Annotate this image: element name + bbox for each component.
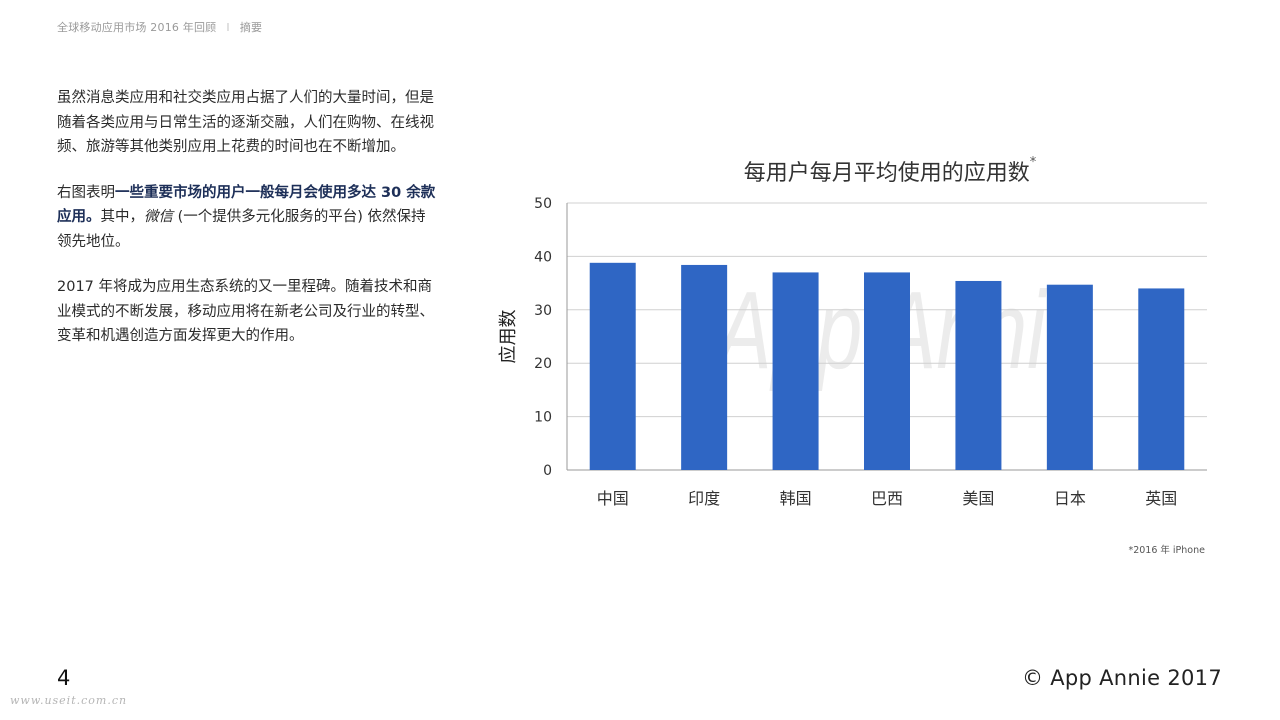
y-tick-label: 20 xyxy=(534,356,552,372)
report-title: 全球移动应用市场 2016 年回顾 xyxy=(57,21,217,34)
x-tick-label: 韩国 xyxy=(780,489,812,508)
header-separator: I xyxy=(226,21,230,34)
site-watermark: www.useit.com.cn xyxy=(10,694,128,707)
paragraph-3: 2017 年将成为应用生态系统的又一里程碑。随着技术和商业模式的不断发展，移动应… xyxy=(57,279,434,344)
y-tick-label: 40 xyxy=(534,249,552,265)
summary-text: 虽然消息类应用和社交类应用占据了人们的大量时间，但是随着各类应用与日常生活的逐渐… xyxy=(57,86,439,370)
chart-title-text: 每用户每月平均使用的应用数 xyxy=(743,161,1030,186)
p2-mid: 其中， xyxy=(100,209,145,225)
wechat-name: 微信 xyxy=(144,209,173,225)
bar xyxy=(1046,284,1093,470)
chart-title-marker: * xyxy=(1029,155,1037,170)
p2-prefix: 右图表明 xyxy=(57,184,115,201)
paragraph-2: 右图表明一些重要市场的用户一般每月会使用多达 30 余款应用。其中，微信 (一个… xyxy=(57,181,439,255)
page-number: 4 xyxy=(57,666,71,690)
p2-highlight: 一些重要市场的用户一般每月会使用多达 30 余款应用。 xyxy=(57,184,436,226)
p2-suffix: (一个提供多元化服务的平台) 依然保持领先地位。 xyxy=(57,209,426,250)
bar xyxy=(955,280,1002,470)
x-tick-label: 英国 xyxy=(1145,489,1177,508)
x-tick-label: 日本 xyxy=(1054,489,1086,508)
y-axis-label: 应用数 xyxy=(498,310,519,364)
footnote: *2016 年 iPhone xyxy=(1128,545,1205,556)
bar xyxy=(589,262,636,470)
bar xyxy=(864,272,910,470)
x-tick-label: 巴西 xyxy=(871,489,903,508)
bar xyxy=(1138,288,1185,470)
x-tick-label: 美国 xyxy=(962,489,994,508)
y-tick-label: 50 xyxy=(534,196,552,212)
y-tick-label: 30 xyxy=(534,303,552,319)
chart-title: 每用户每月平均使用的应用数* xyxy=(540,155,1240,187)
page-header: 全球移动应用市场 2016 年回顾 I 摘要 xyxy=(57,19,262,35)
x-tick-label: 中国 xyxy=(597,489,629,508)
section-name: 摘要 xyxy=(239,21,263,34)
x-tick-label: 印度 xyxy=(688,489,720,508)
bar xyxy=(681,264,728,470)
copyright: © App Annie 2017 xyxy=(1021,666,1222,690)
bar-chart: App Annie01020304050中国印度韩国巴西美国日本英国应用数 xyxy=(498,196,1207,508)
bar xyxy=(772,272,819,470)
y-tick-label: 0 xyxy=(543,463,552,479)
y-tick-label: 10 xyxy=(534,410,552,426)
paragraph-1: 虽然消息类应用和社交类应用占据了人们的大量时间，但是随着各类应用与日常生活的逐渐… xyxy=(57,90,434,155)
